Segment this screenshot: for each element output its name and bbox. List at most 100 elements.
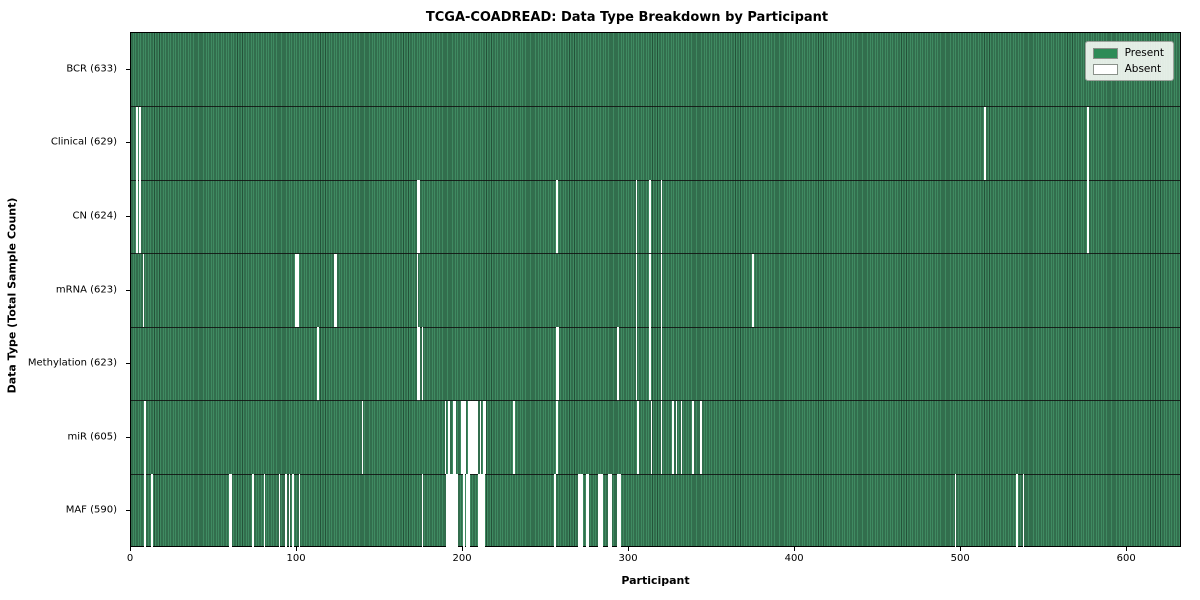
absent-stripe-MAF-193 [451,474,454,548]
absent-stripe-MAF-195 [454,474,457,548]
absent-stripe-mRNA-7 [142,253,145,328]
absent-stripe-MAF-294 [619,474,621,548]
absent-stripe-MAF-270 [579,474,581,548]
ytick-mark-mRNA [126,289,130,291]
absent-stripe-CN-319 [660,180,663,254]
absent-stripe-Methylation-112 [316,327,319,401]
absent-stripe-MAF-533 [1015,474,1018,548]
xtick-mark-300 [628,547,630,551]
absent-stripe-MAF-202 [466,474,469,548]
absent-stripe-MAF-281 [597,474,600,548]
absent-stripe-Methylation-173 [418,327,420,401]
y-axis-title: Data Type (Total Sample Count) [5,197,19,394]
ytick-label-mRNA: mRNA (623) [55,284,117,295]
row-separator [131,400,1180,402]
absent-stripe-Clinical-3 [135,106,138,181]
ytick-label-CN: CN (624) [72,210,117,222]
absent-stripe-mRNA-100 [297,253,299,328]
xtick-label-500: 500 [950,553,970,564]
absent-stripe-Methylation-257 [557,327,560,401]
absent-stripe-mRNA-123 [335,253,337,328]
row-separator [131,473,1180,475]
absent-stripe-miR-194 [453,400,455,475]
absent-stripe-MAF-89 [278,474,281,548]
absent-stripe-CN-173 [418,180,420,254]
absent-stripe-MAF-59 [228,474,231,548]
absent-stripe-CN-3 [135,180,138,254]
absent-stripe-MAF-289 [610,474,613,548]
absent-stripe-Methylation-172 [416,327,419,401]
ytick-mark-Methylation [126,363,130,365]
absent-stripe-miR-256 [556,400,558,475]
absent-stripe-CN-256 [556,180,558,254]
absent-stripe-miR-305 [637,400,640,475]
x-axis-title: Participant [621,574,690,587]
absent-stripe-miR-343 [700,400,703,475]
absent-stripe-MAF-537 [1022,474,1025,548]
legend-item-absent: Absent [1092,63,1164,75]
absent-stripe-mRNA-304 [635,253,638,328]
absent-stripe-MAF-175 [421,474,424,548]
legend: Present Absent [1084,41,1174,81]
absent-stripe-miR-331 [680,400,683,475]
xtick-label-0: 0 [126,553,134,564]
ytick-label-Methylation: Methylation (623) [27,357,117,369]
ytick-label-MAF: MAF (590) [65,504,117,516]
absent-stripe-MAF-194 [453,474,455,548]
absent-stripe-Methylation-256 [556,327,558,401]
ytick-mark-Clinical [126,142,130,144]
absent-stripe-miR-205 [471,400,474,475]
absent-stripe-Clinical-576 [1087,106,1090,181]
absent-stripe-MAF-190 [446,474,449,548]
ytick-mark-MAF [126,510,130,512]
absent-stripe-MAF-200 [463,474,465,548]
xtick-mark-400 [794,547,796,551]
absent-stripe-miR-200 [463,400,465,475]
row-separator [131,106,1180,108]
row-separator [131,253,1180,255]
absent-stripe-miR-139 [361,400,364,475]
xtick-mark-100 [296,547,298,551]
absent-stripe-MAF-283 [600,474,603,548]
absent-stripe-Methylation-312 [649,327,651,401]
ytick-label-Clinical: Clinical (629) [50,136,117,148]
xtick-label-400: 400 [784,553,804,564]
ytick-mark-BCR [126,68,130,70]
absent-stripe-miR-201 [464,400,467,475]
absent-stripe-mRNA-99 [295,253,298,328]
absent-stripe-miR-191 [448,400,450,475]
ytick-mark-CN [126,215,130,217]
absent-stripe-CN-576 [1087,180,1090,254]
ytick-label-miR: miR (605) [67,431,117,443]
row-separator [131,179,1180,181]
absent-stripe-MAF-60 [230,474,233,548]
absent-stripe-CN-304 [635,180,638,254]
absent-stripe-MAF-269 [577,474,580,548]
heatmap-plot-area: Present Absent [130,32,1181,548]
absent-stripe-MAF-101 [298,474,301,548]
absent-stripe-CN-5 [139,180,141,254]
absent-stripe-miR-326 [672,400,674,475]
legend-present-label: Present [1124,47,1164,59]
absent-stripe-miR-203 [468,400,470,475]
xtick-mark-0 [130,547,131,551]
absent-stripe-MAF-192 [449,474,452,548]
absent-stripe-miR-210 [479,400,482,475]
legend-absent-label: Absent [1124,63,1162,75]
absent-stripe-MAF-80 [263,474,266,548]
absent-stripe-CN-312 [649,180,651,254]
absent-stripe-MAF-287 [607,474,610,548]
chart-title-text: TCGA-COADREAD: Data Type Breakdown by Pa… [425,10,829,25]
absent-stripe-MAF-255 [554,474,557,548]
absent-stripe-miR-212 [482,400,485,475]
absent-stripe-miR-204 [469,400,472,475]
absent-stripe-Methylation-319 [660,327,663,401]
absent-stripe-MAF-95 [288,474,291,548]
absent-stripe-mRNA-172 [416,253,419,328]
absent-stripe-miR-199 [461,400,464,475]
absent-stripe-miR-208 [476,400,478,475]
absent-stripe-MAF-271 [580,474,583,548]
absent-stripe-Methylation-293 [617,327,620,401]
absent-stripe-MAF-93 [285,474,288,548]
absent-stripe-mRNA-374 [751,253,754,328]
